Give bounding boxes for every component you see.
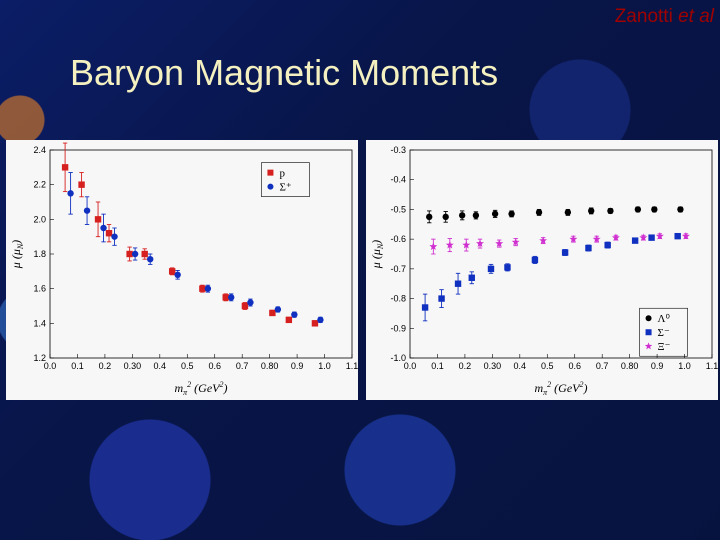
svg-text:0.30: 0.30 bbox=[484, 361, 502, 371]
svg-text:0.2: 0.2 bbox=[459, 361, 472, 371]
svg-text:0.9: 0.9 bbox=[291, 361, 304, 371]
slide-title: Baryon Magnetic Moments bbox=[70, 52, 498, 94]
series-Sigma- bbox=[422, 233, 681, 321]
svg-text:μ (μN): μ (μN) bbox=[9, 240, 25, 269]
svg-text:0.4: 0.4 bbox=[514, 361, 527, 371]
series-Sigma+ bbox=[67, 173, 323, 324]
svg-text:0.7: 0.7 bbox=[596, 361, 609, 371]
svg-text:0.1: 0.1 bbox=[431, 361, 444, 371]
svg-text:0.80: 0.80 bbox=[621, 361, 639, 371]
svg-text:0.6: 0.6 bbox=[208, 361, 221, 371]
svg-text:0.1: 0.1 bbox=[71, 361, 84, 371]
svg-text:-0.3: -0.3 bbox=[390, 145, 406, 155]
svg-text:0.4: 0.4 bbox=[154, 361, 167, 371]
svg-text:0.6: 0.6 bbox=[568, 361, 581, 371]
svg-text:1.1: 1.1 bbox=[706, 361, 718, 371]
svg-text:Ξ⁻: Ξ⁻ bbox=[658, 341, 671, 353]
svg-text:-0.9: -0.9 bbox=[390, 323, 406, 333]
left-chart-panel: 0.00.10.20.300.40.50.60.70.800.91.01.11.… bbox=[6, 140, 358, 400]
svg-text:0.5: 0.5 bbox=[181, 361, 194, 371]
svg-text:-1.0: -1.0 bbox=[390, 353, 406, 363]
series-Lambda0 bbox=[426, 206, 684, 223]
svg-text:-0.7: -0.7 bbox=[390, 264, 406, 274]
svg-text:1.0: 1.0 bbox=[678, 361, 691, 371]
citation: Zanotti et al bbox=[615, 6, 714, 28]
citation-author: Zanotti bbox=[615, 6, 673, 27]
svg-text:0.80: 0.80 bbox=[261, 361, 279, 371]
svg-text:1.4: 1.4 bbox=[33, 318, 46, 328]
svg-text:1.8: 1.8 bbox=[33, 249, 46, 259]
svg-text:0.5: 0.5 bbox=[541, 361, 554, 371]
svg-text:-0.4: -0.4 bbox=[390, 175, 406, 185]
svg-text:1.1: 1.1 bbox=[346, 361, 358, 371]
svg-text:2.2: 2.2 bbox=[33, 180, 46, 190]
right-chart-panel: 0.00.10.20.300.40.50.60.70.800.91.01.1-1… bbox=[366, 140, 718, 400]
svg-text:0.9: 0.9 bbox=[651, 361, 664, 371]
svg-text:2.0: 2.0 bbox=[33, 214, 46, 224]
svg-text:-0.8: -0.8 bbox=[390, 294, 406, 304]
svg-text:0.2: 0.2 bbox=[99, 361, 112, 371]
svg-text:1.6: 1.6 bbox=[33, 284, 46, 294]
svg-text:-0.6: -0.6 bbox=[390, 234, 406, 244]
svg-text:1.0: 1.0 bbox=[318, 361, 331, 371]
right-chart-svg: 0.00.10.20.300.40.50.60.70.800.91.01.1-1… bbox=[366, 140, 718, 400]
left-chart-svg: 0.00.10.20.300.40.50.60.70.800.91.01.11.… bbox=[6, 140, 358, 400]
svg-text:mπ2 (GeV2): mπ2 (GeV2) bbox=[534, 380, 587, 397]
svg-text:-0.5: -0.5 bbox=[390, 204, 406, 214]
slide-root: Zanotti et al Baryon Magnetic Moments 0.… bbox=[0, 0, 720, 540]
svg-text:0.30: 0.30 bbox=[124, 361, 142, 371]
citation-suffix: et al bbox=[678, 6, 714, 27]
svg-text:mπ2 (GeV2): mπ2 (GeV2) bbox=[174, 380, 227, 397]
svg-text:p: p bbox=[279, 168, 285, 180]
svg-text:0.7: 0.7 bbox=[236, 361, 249, 371]
charts-row: 0.00.10.20.300.40.50.60.70.800.91.01.11.… bbox=[6, 140, 720, 400]
svg-text:Λ⁰: Λ⁰ bbox=[658, 313, 671, 325]
svg-text:1.2: 1.2 bbox=[33, 353, 46, 363]
svg-text:Σ⁻: Σ⁻ bbox=[658, 327, 670, 339]
svg-text:Σ⁺: Σ⁺ bbox=[279, 182, 291, 194]
svg-text:μ (μN): μ (μN) bbox=[369, 240, 385, 269]
svg-text:2.4: 2.4 bbox=[33, 145, 46, 155]
